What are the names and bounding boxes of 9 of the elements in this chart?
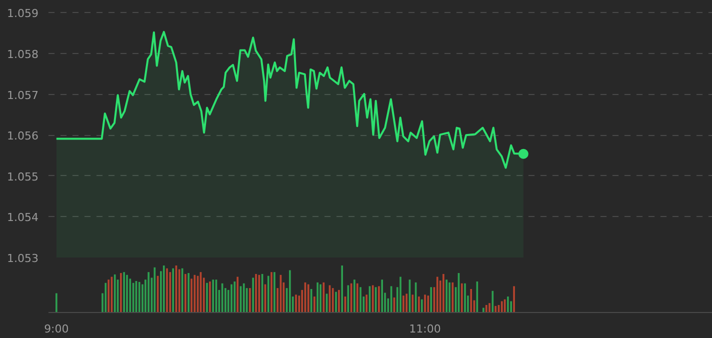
y-tick-label: 1.053: [7, 252, 39, 265]
y-tick-label: 1.057: [7, 88, 39, 102]
y-tick-label: 1.054: [7, 211, 39, 224]
y-tick-label: 1.056: [7, 130, 39, 143]
y-tick-label: 1.058: [7, 48, 39, 62]
x-tick-label: 11:00: [409, 322, 441, 336]
y-tick-label: 1.055: [7, 170, 39, 184]
x-tick-label: 9:00: [44, 322, 69, 336]
y-tick-label: 1.059: [7, 7, 39, 20]
